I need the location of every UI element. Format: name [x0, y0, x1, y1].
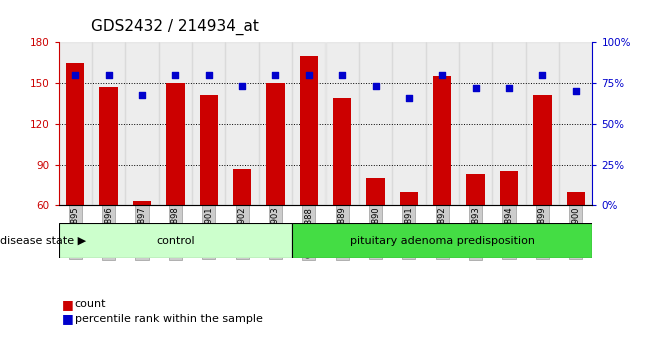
Bar: [559, 42, 592, 205]
Bar: [333, 98, 352, 205]
Bar: [292, 42, 326, 205]
Text: percentile rank within the sample: percentile rank within the sample: [75, 314, 263, 324]
Point: [237, 84, 247, 89]
Bar: [492, 42, 525, 205]
Point: [337, 72, 348, 78]
Bar: [525, 42, 559, 205]
Bar: [59, 223, 292, 258]
Bar: [467, 174, 485, 205]
Text: GDS2432 / 214934_at: GDS2432 / 214934_at: [91, 19, 259, 35]
Text: pituitary adenoma predisposition: pituitary adenoma predisposition: [350, 236, 534, 246]
Bar: [59, 42, 92, 205]
Point: [504, 85, 514, 91]
Bar: [367, 178, 385, 205]
Point: [370, 84, 381, 89]
Bar: [426, 42, 459, 205]
Point: [204, 72, 214, 78]
Bar: [92, 42, 125, 205]
Text: ■: ■: [62, 298, 74, 311]
Text: control: control: [156, 236, 195, 246]
Bar: [225, 42, 258, 205]
Bar: [200, 96, 218, 205]
Point: [303, 72, 314, 78]
Bar: [566, 192, 585, 205]
Point: [70, 72, 81, 78]
Bar: [459, 42, 492, 205]
Point: [104, 72, 114, 78]
Text: ■: ■: [62, 312, 74, 325]
Bar: [400, 192, 418, 205]
Point: [471, 85, 481, 91]
Bar: [192, 42, 225, 205]
Bar: [433, 76, 451, 205]
Bar: [266, 83, 284, 205]
Text: disease state ▶: disease state ▶: [0, 236, 86, 246]
Point: [570, 88, 581, 94]
Bar: [233, 169, 251, 205]
Bar: [125, 42, 159, 205]
Bar: [166, 83, 184, 205]
Bar: [100, 87, 118, 205]
Bar: [392, 42, 426, 205]
Bar: [326, 42, 359, 205]
Point: [404, 95, 414, 101]
Point: [437, 72, 447, 78]
Bar: [159, 42, 192, 205]
Bar: [133, 201, 151, 205]
Bar: [299, 56, 318, 205]
Bar: [533, 96, 551, 205]
Bar: [359, 42, 392, 205]
Point: [137, 92, 147, 97]
Point: [170, 72, 180, 78]
Bar: [292, 223, 592, 258]
Point: [537, 72, 547, 78]
Bar: [66, 63, 85, 205]
Text: count: count: [75, 299, 106, 309]
Point: [270, 72, 281, 78]
Bar: [258, 42, 292, 205]
Bar: [500, 171, 518, 205]
